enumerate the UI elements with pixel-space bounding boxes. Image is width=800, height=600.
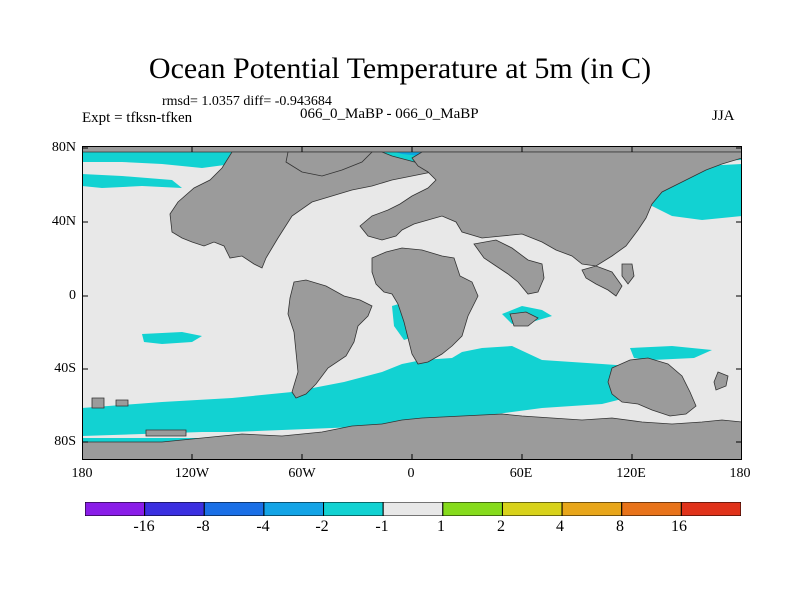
lat-label-40s: 40S (54, 361, 76, 376)
eurasia (359, 151, 742, 267)
lat-label-80n: 80N (51, 140, 76, 155)
colorbar-label: 8 (616, 518, 624, 535)
southern-islands-east (115, 399, 129, 407)
lon-label-0: 0 (407, 466, 415, 481)
season-label: JJA (712, 108, 735, 124)
experiment-label: Expt = tfksn-tfken (82, 110, 193, 126)
south-america (287, 279, 373, 399)
colorbar-swatch (263, 502, 325, 516)
colorbar-swatch (203, 502, 265, 516)
colorbar-label: -8 (196, 518, 210, 535)
southeast-asia (581, 265, 623, 297)
temperature-difference-map (82, 146, 742, 460)
lat-label-0: 0 (69, 288, 76, 303)
colorbar-swatch (501, 502, 563, 516)
colorbar-swatch (323, 502, 384, 516)
colorbar-swatch (382, 502, 444, 516)
colorbar-swatch (621, 502, 682, 516)
south-pacific-cool-patch (630, 346, 712, 360)
indonesia-island (621, 263, 635, 285)
lon-label-60w: 60W (288, 466, 316, 481)
north-pacific-cool-patch (82, 174, 182, 188)
lon-label-120e: 120E (616, 466, 646, 481)
colorbar-label: -2 (315, 518, 329, 535)
colorbar-swatch (561, 502, 623, 516)
colorbar-swatch (144, 502, 205, 516)
rmsd-diff-stats: rmsd= 1.0357 diff= -0.943684 (162, 94, 332, 109)
colorbar (85, 502, 741, 516)
colorbar-swatch (85, 502, 146, 516)
colorbar-swatch (442, 502, 503, 516)
africa (371, 247, 479, 365)
lon-label-120w: 120W (174, 466, 210, 481)
colorbar-label: 2 (497, 518, 505, 535)
case-label: 066_0_MaBP - 066_0_MaBP (300, 106, 479, 122)
colorbar-label: 16 (671, 518, 687, 535)
greenland (285, 151, 373, 177)
colorbar-label: -16 (133, 518, 155, 535)
colorbar-label: 4 (556, 518, 564, 535)
lon-label-180w: 180 (71, 466, 93, 481)
lon-label-60e: 60E (509, 466, 533, 481)
colorbar-label: -1 (375, 518, 389, 535)
colorbar-label: 1 (437, 518, 445, 535)
map-title: Ocean Potential Temperature at 5m (in C) (148, 52, 652, 85)
tropical-pacific-cool-patch (142, 332, 202, 344)
southern-ocean-cool-band (82, 346, 642, 436)
lat-label-40n: 40N (51, 214, 76, 229)
colorbar-swatch (680, 502, 741, 516)
australia (607, 357, 697, 417)
arabia-india (473, 239, 545, 295)
colorbar-label: -4 (256, 518, 270, 535)
lat-label-80s: 80S (54, 434, 76, 449)
antarctic-peninsula-island (145, 429, 187, 437)
axis-ticks (82, 146, 742, 460)
southern-islands-west (91, 397, 105, 409)
antarctica (82, 413, 742, 460)
new-zealand (713, 371, 729, 391)
lon-label-180e: 180 (729, 466, 751, 481)
madagascar (509, 311, 539, 327)
